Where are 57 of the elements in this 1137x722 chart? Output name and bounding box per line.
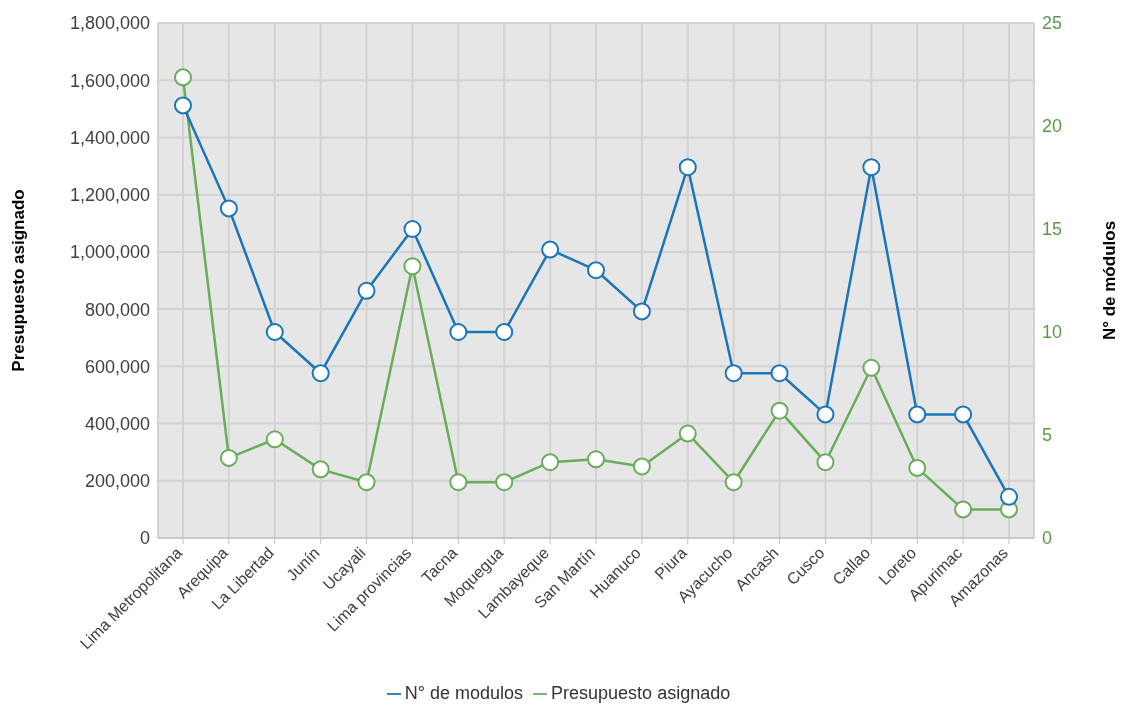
point — [770, 364, 789, 383]
point — [265, 430, 284, 449]
point — [541, 240, 560, 259]
point — [908, 458, 927, 477]
point — [357, 281, 376, 300]
point — [587, 450, 605, 469]
point — [816, 405, 835, 424]
y-tick-label: 200,000 — [84, 471, 150, 492]
point — [954, 500, 973, 519]
point — [724, 364, 743, 383]
point — [219, 199, 238, 218]
point — [541, 453, 560, 472]
point — [908, 405, 927, 424]
y-tick-label: 1,600,000 — [69, 70, 150, 91]
point — [403, 257, 422, 276]
y-tick-label: 800,000 — [84, 299, 150, 320]
point — [1000, 487, 1018, 506]
y2-tick-label: 20 — [1042, 116, 1063, 137]
point — [265, 323, 284, 341]
y2-tick-label: 0 — [1042, 528, 1053, 549]
y2-tick-label: 25 — [1042, 13, 1063, 34]
point — [449, 473, 468, 492]
legend-label: Presupuesto asignado — [551, 683, 731, 703]
y2-tick-label: 15 — [1042, 219, 1063, 240]
point — [219, 448, 238, 467]
point — [632, 457, 651, 476]
point — [724, 473, 743, 492]
point — [770, 401, 789, 420]
y-tick-label: 400,000 — [84, 413, 150, 434]
y2-tick-label: 10 — [1042, 322, 1063, 343]
y-tick-label: 1,400,000 — [69, 127, 150, 148]
point — [403, 220, 422, 238]
point — [495, 323, 514, 341]
y2-tick-label: 5 — [1042, 425, 1053, 446]
point — [862, 358, 881, 377]
y-tick-label: 1,800,000 — [69, 13, 150, 34]
point — [495, 473, 514, 492]
point — [174, 96, 192, 115]
point — [678, 158, 697, 177]
y-tick-label: 600,000 — [84, 356, 150, 377]
legend-label: N° de modulos — [404, 683, 524, 703]
point — [357, 473, 376, 492]
point — [816, 453, 835, 472]
point — [587, 261, 605, 280]
y-tick-label: 1,000,000 — [69, 242, 150, 263]
point — [678, 424, 697, 443]
point — [954, 405, 973, 424]
point — [449, 323, 468, 341]
y2-axis-title: N° de módulos — [1100, 220, 1120, 341]
y-tick-label: 0 — [139, 528, 150, 549]
y-axis-title: Presupuesto asignado — [9, 189, 29, 372]
point — [174, 68, 192, 87]
point — [632, 302, 651, 321]
point — [862, 158, 881, 177]
y-tick-label: 1,200,000 — [69, 185, 150, 206]
point — [311, 364, 330, 383]
point — [311, 460, 330, 479]
